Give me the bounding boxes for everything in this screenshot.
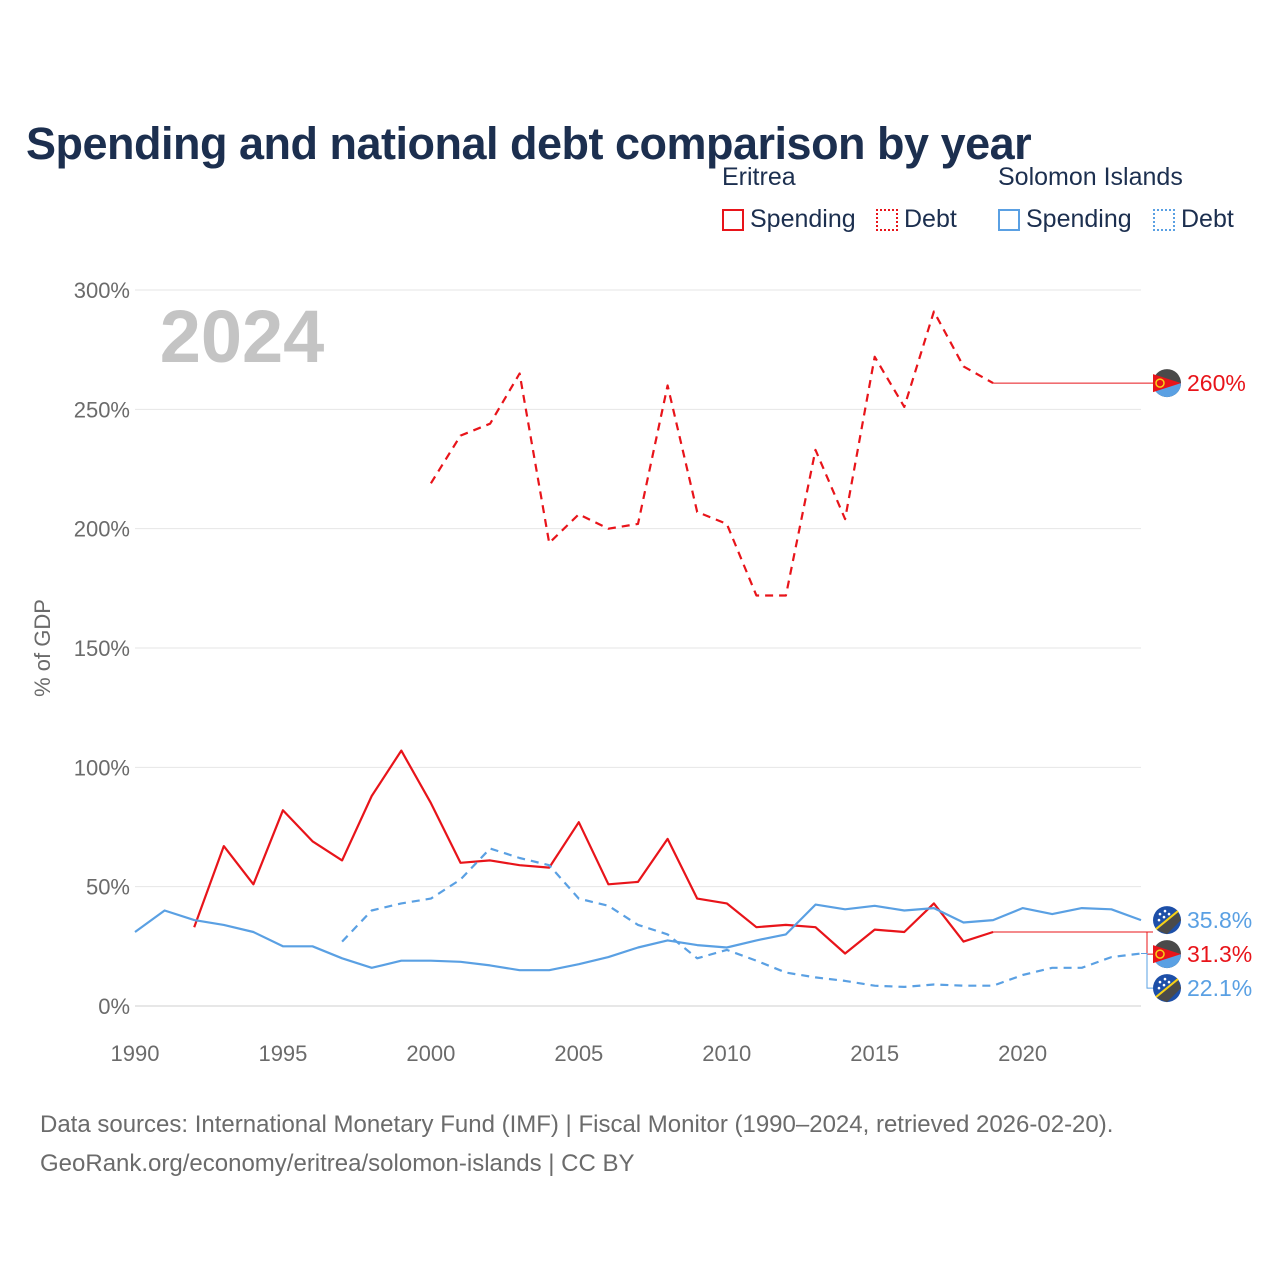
series-end-label: 31.3%: [1187, 941, 1252, 967]
y-tick-label: 0%: [98, 994, 130, 1019]
series-end-label: 22.1%: [1187, 975, 1252, 1001]
legend-label: Debt: [904, 205, 957, 233]
series-line-solomon-islands-debt[interactable]: [341, 847, 1142, 989]
legend-label: Spending: [1026, 205, 1132, 233]
data-sources: Data sources: International Monetary Fun…: [40, 1105, 1113, 1183]
sources-line-1: Data sources: International Monetary Fun…: [40, 1111, 1114, 1138]
legend-solomon-spending[interactable]: Spending: [998, 205, 1132, 234]
y-axis-label: % of GDP: [30, 599, 55, 697]
legend-group-eritrea: Eritrea: [722, 163, 796, 191]
y-tick-label: 150%: [74, 636, 130, 661]
chart-title: Spending and national debt comparison by…: [26, 118, 1032, 170]
legend-label: Debt: [1181, 205, 1234, 233]
x-tick-label: 2010: [702, 1041, 751, 1066]
series-end-label: 260%: [1187, 370, 1246, 396]
series-line-solomon-islands-spending[interactable]: [134, 903, 1142, 972]
line-chart: 0% 50% 100% 150% 200% 250% 300% 1990 1995 2000 200…: [30, 278, 1252, 1066]
eritrea-flag-icon: [1153, 940, 1181, 969]
solomon-islands-flag-icon: [1153, 974, 1181, 1003]
y-tick-label: 300%: [74, 278, 130, 303]
series-line-eritrea-debt[interactable]: [429, 310, 994, 597]
legend-group-solomon-islands: Solomon Islands: [998, 163, 1183, 191]
legend-eritrea-spending[interactable]: Spending: [722, 205, 856, 234]
y-tick-label: 100%: [74, 755, 130, 780]
legend-swatch-dotted: [876, 208, 898, 231]
y-tick-label: 50%: [86, 875, 130, 900]
x-tick-label: 2020: [998, 1041, 1047, 1066]
series-line-eritrea-spending[interactable]: [193, 749, 994, 955]
legend-swatch-dotted: [1153, 208, 1175, 231]
x-tick-label: 1990: [111, 1041, 160, 1066]
legend-label: Spending: [750, 205, 856, 233]
eritrea-flag-icon: [1153, 369, 1181, 398]
legend-solomon-debt[interactable]: Debt: [1153, 205, 1234, 234]
x-tick-label: 2000: [406, 1041, 455, 1066]
x-tick-label: 2015: [850, 1041, 899, 1066]
y-tick-label: 250%: [74, 397, 130, 422]
label-leader: [1141, 952, 1153, 989]
x-tick-label: 1995: [258, 1041, 307, 1066]
legend-eritrea-debt[interactable]: Debt: [876, 205, 957, 234]
sources-link[interactable]: GeoRank.org/economy/eritrea/solomon-isla…: [40, 1150, 635, 1177]
legend-swatch-solid: [722, 208, 744, 231]
y-tick-label: 200%: [74, 517, 130, 542]
series-end-label: 35.8%: [1187, 907, 1252, 933]
year-watermark: 2024: [160, 295, 325, 378]
x-tick-label: 2005: [554, 1041, 603, 1066]
legend-swatch-solid: [998, 208, 1020, 231]
label-leader: [1141, 931, 1153, 955]
solomon-islands-flag-icon: [1153, 906, 1181, 935]
